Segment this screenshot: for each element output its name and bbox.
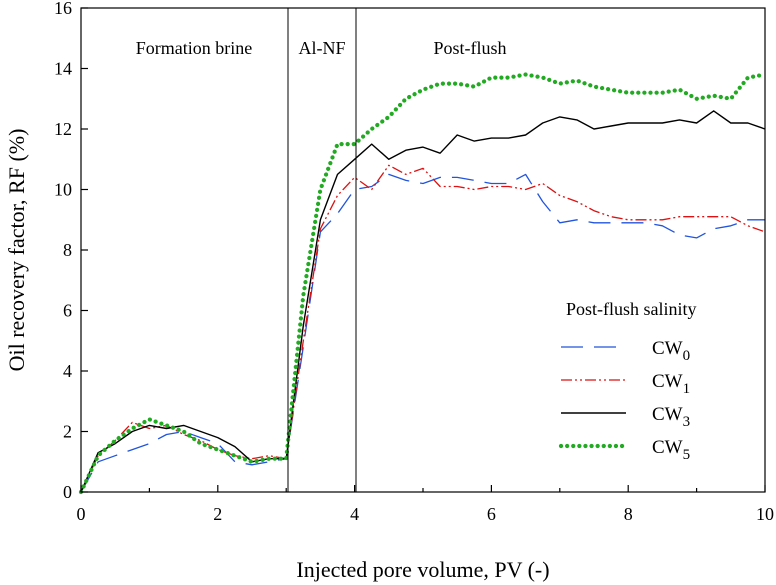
- y-tick-label: 12: [54, 119, 72, 139]
- x-tick-label: 6: [487, 504, 496, 524]
- x-axis-ticks: 0 2 4 6 8 10: [77, 485, 774, 524]
- x-tick-label: 2: [213, 504, 222, 524]
- region-label-post-flush: Post-flush: [433, 38, 506, 58]
- series-line-cw0: [80, 173, 765, 493]
- y-tick-label: 0: [63, 482, 72, 502]
- y-tick-label: 2: [63, 422, 72, 442]
- series-line-cw3: [80, 110, 766, 493]
- x-tick-label: 10: [756, 504, 774, 524]
- y-axis-ticks: 0 2 4 6 8 10 12 14 16: [54, 0, 88, 502]
- y-tick-label: 14: [54, 59, 72, 79]
- y-axis-title: Oil recovery factor, RF (%): [4, 129, 29, 372]
- x-tick-label: 4: [350, 504, 359, 524]
- x-axis-title: Injected pore volume, PV (-): [296, 557, 549, 582]
- x-tick-label: 0: [77, 504, 86, 524]
- series-line-cw5: [78, 72, 768, 495]
- y-tick-label: 6: [63, 301, 72, 321]
- y-tick-label: 4: [63, 361, 72, 381]
- y-tick-label: 10: [54, 180, 72, 200]
- legend-title: Post-flush salinity: [566, 299, 697, 319]
- region-label-formation-brine: Formation brine: [136, 38, 252, 58]
- y-tick-label: 16: [54, 0, 72, 18]
- x-tick-label: 8: [624, 504, 633, 524]
- region-label-al-nf: Al-NF: [298, 38, 345, 58]
- y-tick-label: 8: [63, 240, 72, 260]
- series-lines: [78, 72, 768, 495]
